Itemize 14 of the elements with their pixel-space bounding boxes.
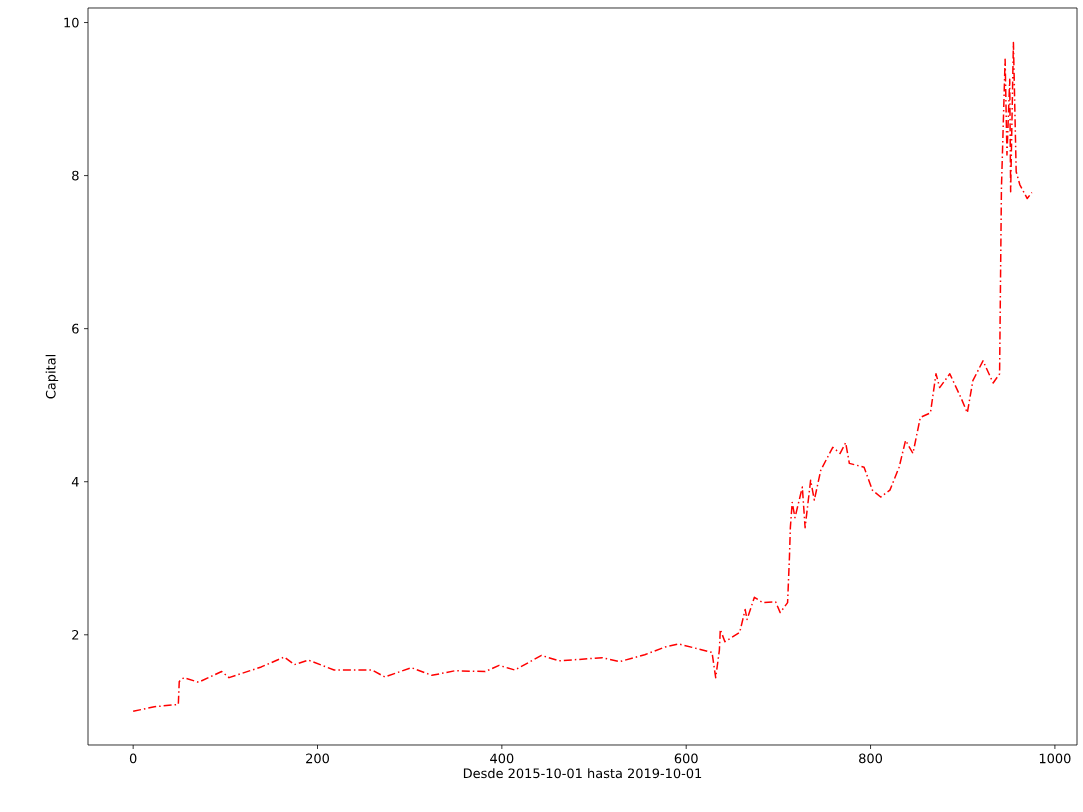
y-tick-label: 10 xyxy=(64,17,79,28)
line-series xyxy=(132,41,1033,713)
x-tick-label: 200 xyxy=(306,753,329,764)
x-tick-label: 600 xyxy=(674,753,698,764)
x-tick-label: 400 xyxy=(490,753,514,764)
x-axis-title: Desde 2015-10-01 hasta 2019-10-01 xyxy=(463,768,702,779)
x-tick-label: 800 xyxy=(859,753,883,764)
y-tick-label: 8 xyxy=(72,170,79,181)
y-tick-label: 4 xyxy=(71,477,79,487)
x-tick-label: 1000 xyxy=(1039,753,1071,764)
x-tick-label: 0 xyxy=(129,753,137,764)
y-tick-label: 2 xyxy=(72,629,79,640)
y-axis-title: Capital xyxy=(45,354,59,399)
y-tick-label: 6 xyxy=(72,323,79,334)
